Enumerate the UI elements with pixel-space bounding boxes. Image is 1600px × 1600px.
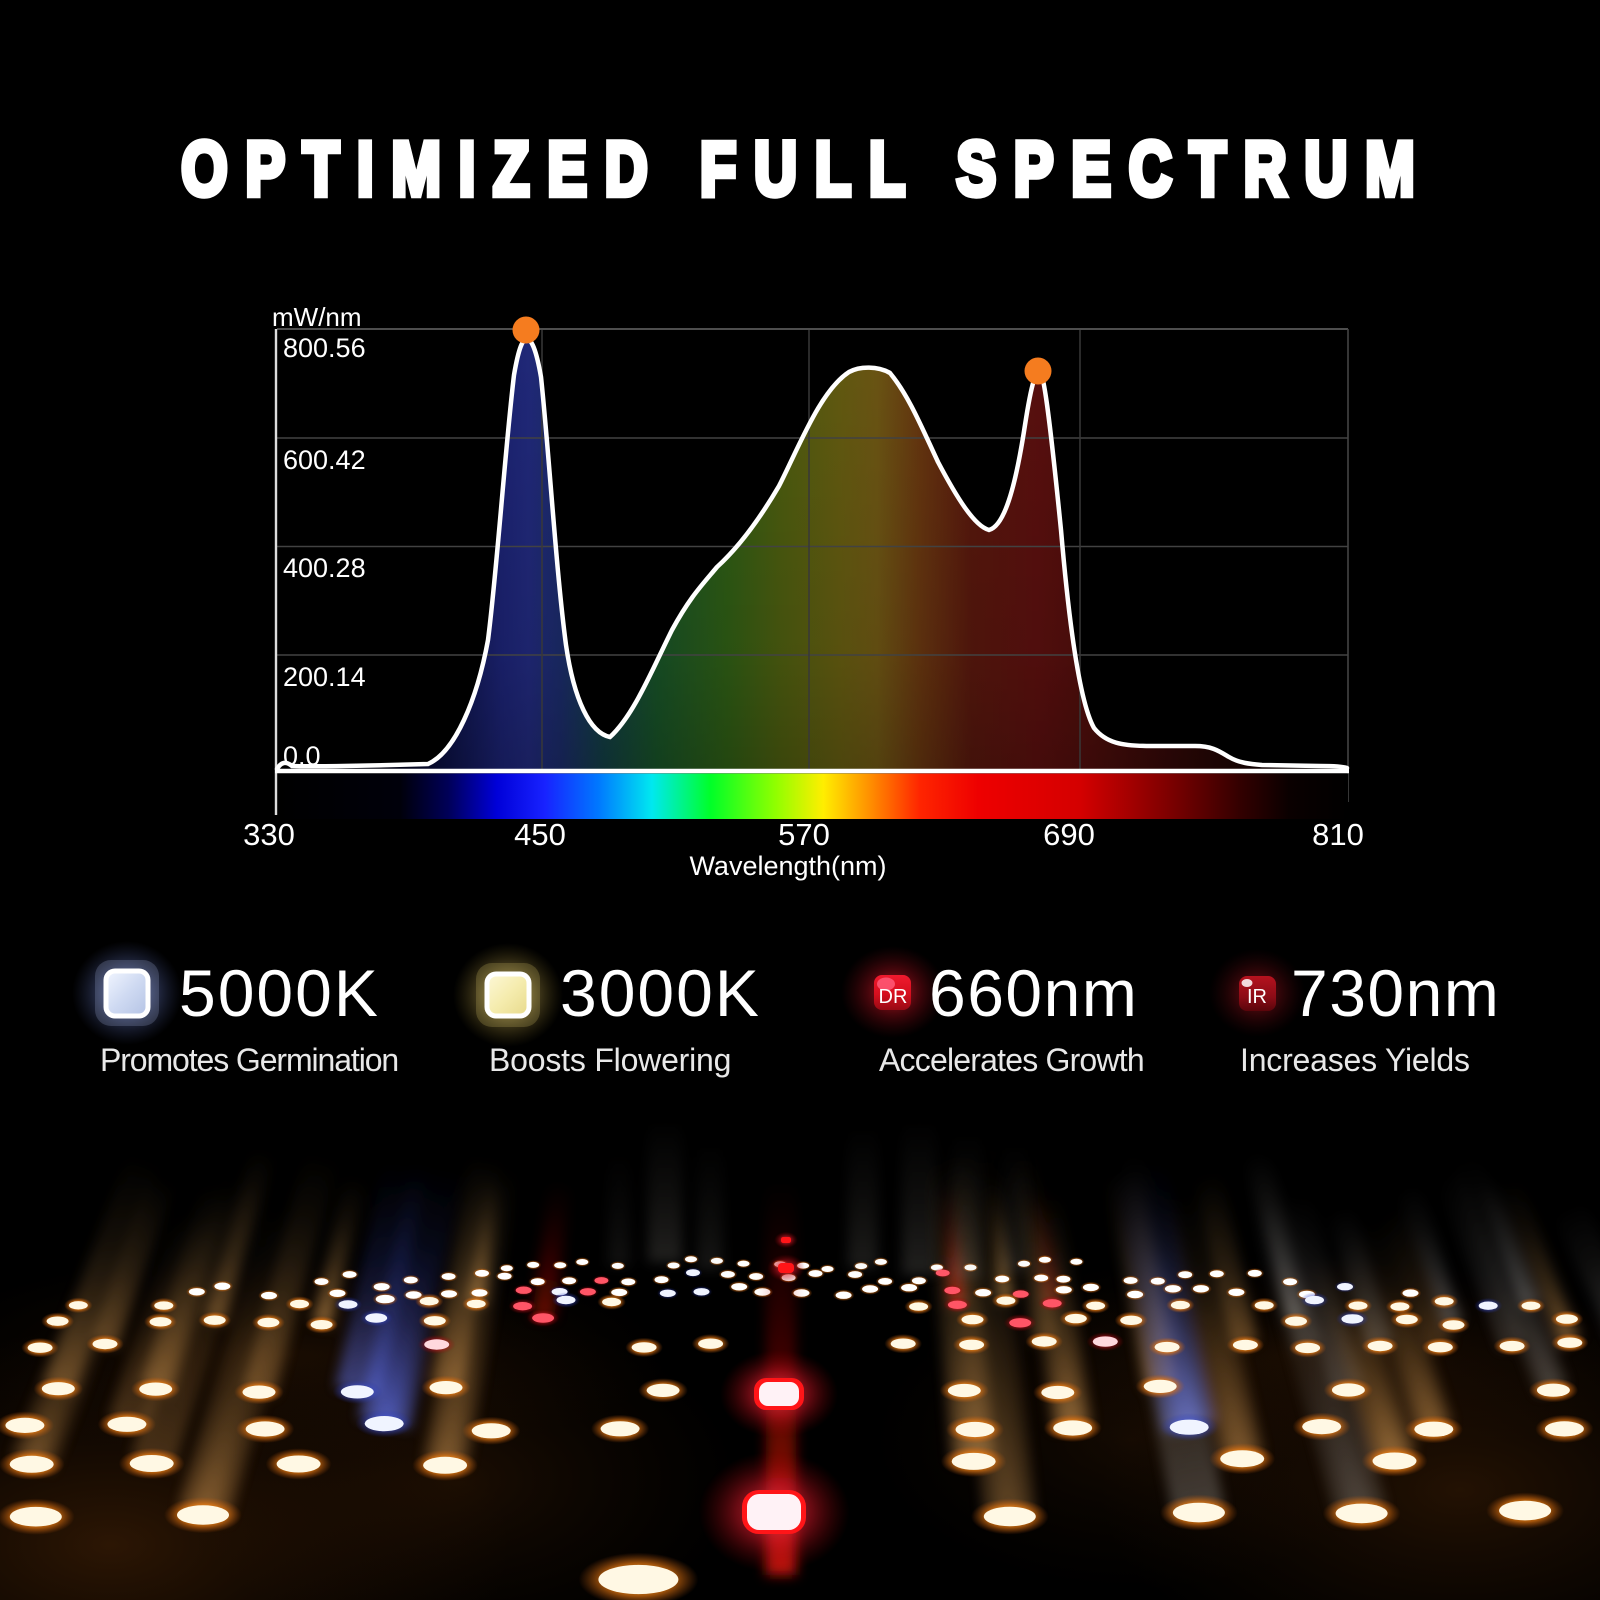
svg-text:Promotes Germination: Promotes Germination xyxy=(100,1042,398,1078)
svg-text:690: 690 xyxy=(1043,817,1095,852)
svg-text:400.28: 400.28 xyxy=(283,553,366,583)
svg-text:660nm: 660nm xyxy=(929,956,1138,1030)
svg-text:800.56: 800.56 xyxy=(283,333,366,363)
svg-text:3000K: 3000K xyxy=(560,956,761,1030)
svg-text:Wavelength(nm): Wavelength(nm) xyxy=(689,851,886,881)
svg-text:600.42: 600.42 xyxy=(283,445,366,475)
svg-text:810: 810 xyxy=(1312,817,1364,852)
svg-text:Accelerates Growth: Accelerates Growth xyxy=(879,1042,1144,1078)
svg-text:5000K: 5000K xyxy=(179,956,380,1030)
svg-text:Increases Yields: Increases Yields xyxy=(1240,1042,1470,1078)
svg-text:200.14: 200.14 xyxy=(283,662,366,692)
svg-text:330: 330 xyxy=(243,817,295,852)
svg-text:mW/nm: mW/nm xyxy=(272,302,362,332)
svg-text:DR: DR xyxy=(879,986,908,1008)
svg-text:Boosts Flowering: Boosts Flowering xyxy=(489,1042,731,1078)
svg-text:450: 450 xyxy=(514,817,566,852)
svg-text:OPTIMIZED FULL SPECTRUM: OPTIMIZED FULL SPECTRUM xyxy=(181,127,1432,212)
svg-text:570: 570 xyxy=(778,817,830,852)
svg-text:0.0: 0.0 xyxy=(283,741,321,771)
svg-text:IR: IR xyxy=(1247,986,1267,1008)
svg-text:730nm: 730nm xyxy=(1291,956,1500,1030)
